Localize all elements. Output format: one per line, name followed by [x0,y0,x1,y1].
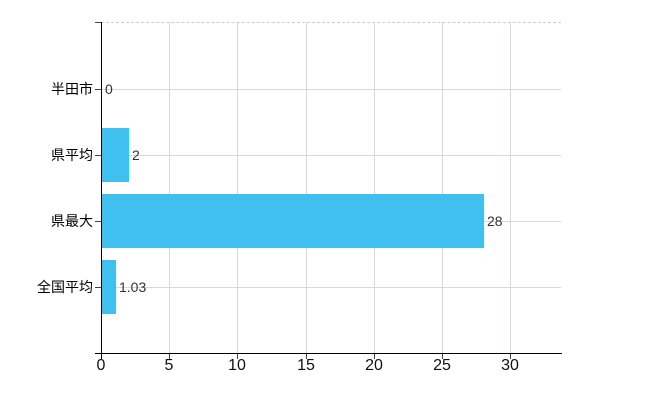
v-gridline [169,22,170,353]
x-tick [510,354,511,359]
x-tick-label: 15 [297,357,315,374]
y-tick [95,155,101,156]
v-gridline [237,22,238,353]
y-tick [95,89,101,90]
v-gridline [510,22,511,353]
h-gridline [102,155,561,156]
x-tick-label: 30 [501,357,519,374]
x-axis-line [95,353,562,354]
x-tick-label: 5 [164,357,174,374]
y-axis-label: 県最大 [51,213,93,229]
x-tick [442,354,443,359]
bar-value-label: 2 [132,147,140,163]
v-gridline [374,22,375,353]
y-axis-label: 半田市 [51,81,93,97]
x-tick-label: 20 [365,357,383,374]
v-gridline [306,22,307,353]
y-tick [95,22,101,23]
v-gridline [442,22,443,353]
x-tick [306,354,307,359]
bar-value-label: 1.03 [119,279,147,295]
bar-value-label: 0 [105,81,113,97]
bar [102,260,116,314]
y-tick [95,221,101,222]
bar [102,128,129,182]
plot-top-border [101,22,561,23]
h-gridline [102,89,561,90]
y-tick [95,287,101,288]
bar [102,194,484,248]
x-tick-label: 0 [96,357,106,374]
bar-value-label: 28 [487,213,503,229]
x-tick [237,354,238,359]
y-axis-label: 全国平均 [37,279,93,295]
y-axis-line [101,22,102,359]
x-tick-label: 10 [228,357,246,374]
y-axis-label: 県平均 [51,147,93,163]
x-tick-label: 25 [433,357,451,374]
x-tick [169,354,170,359]
x-tick [374,354,375,359]
h-gridline [102,287,561,288]
